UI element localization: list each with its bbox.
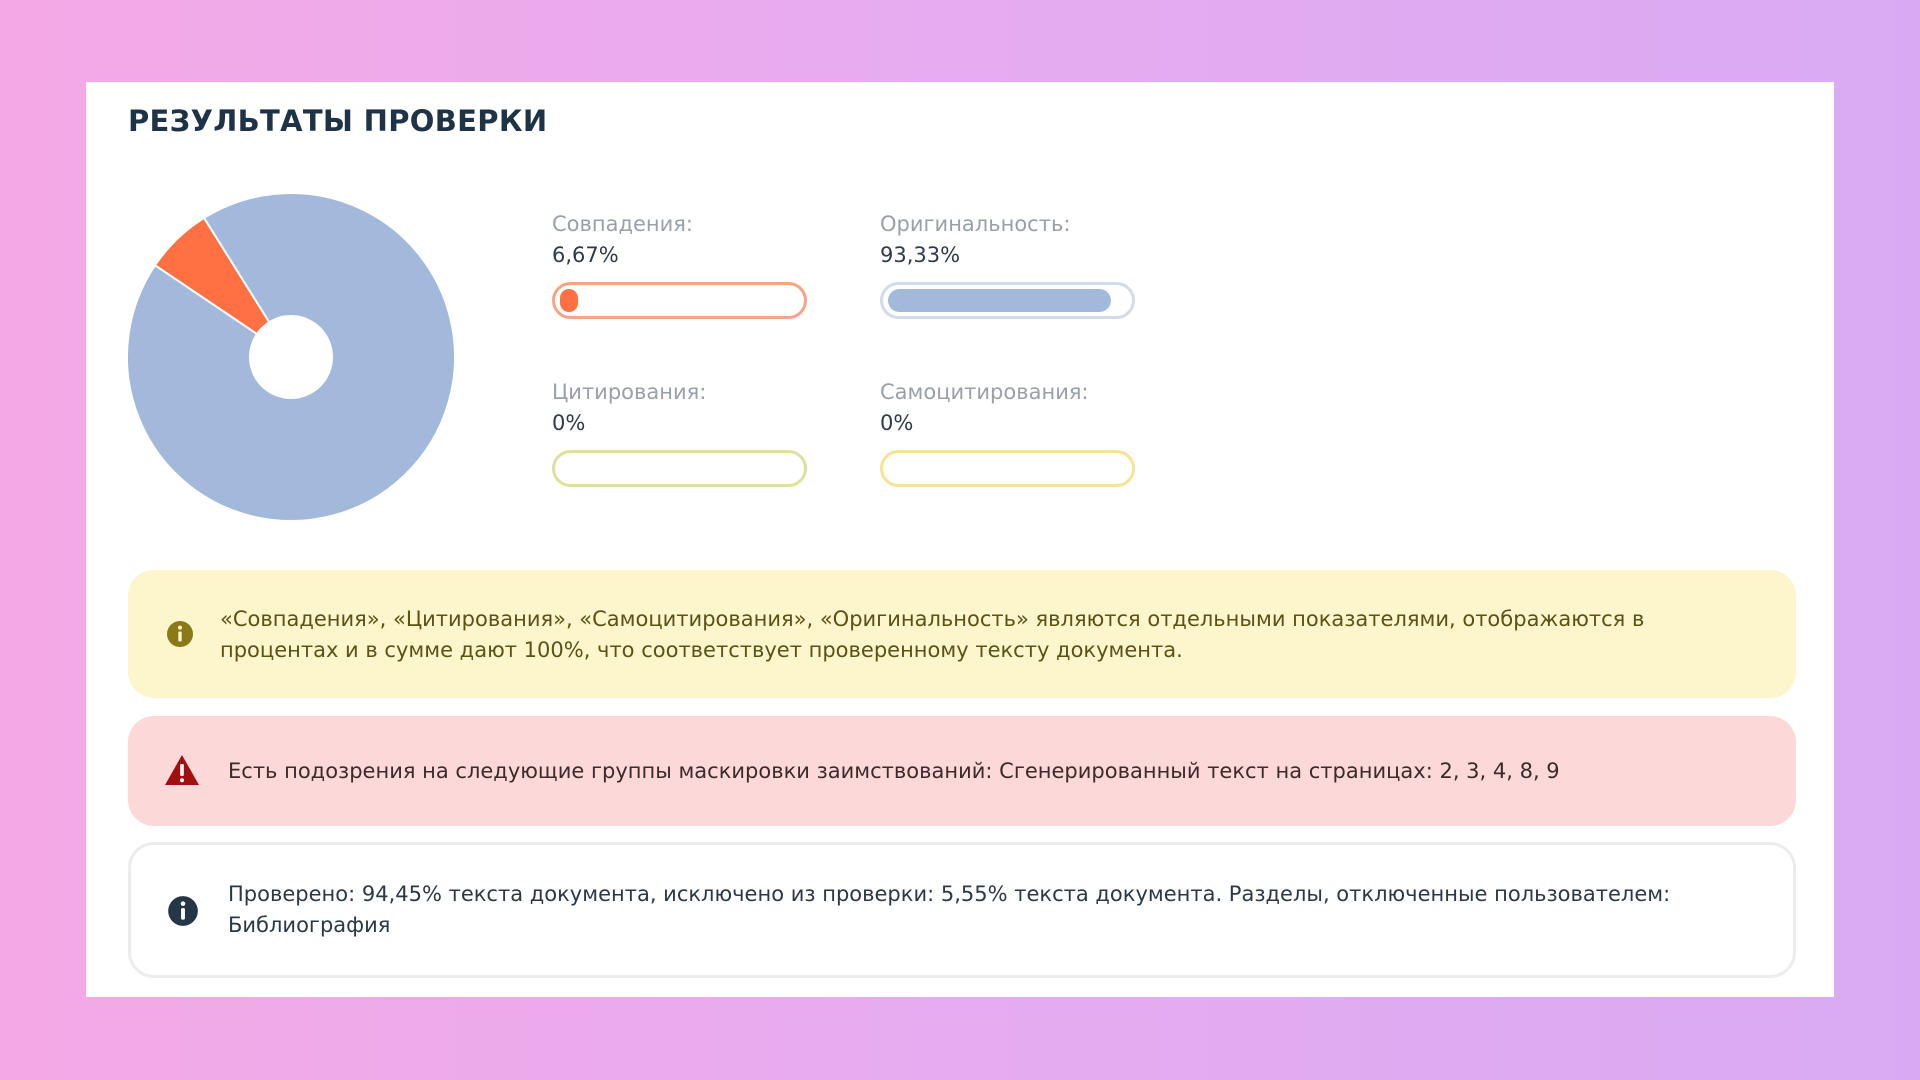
originality-progress-fill	[888, 289, 1112, 312]
metric-originality: Оригинальность: 93,33%	[880, 208, 1135, 319]
results-card: РЕЗУЛЬТАТЫ ПРОВЕРКИ Совпадения: 6,67% Ор…	[86, 82, 1834, 997]
donut-hole	[249, 315, 333, 399]
citations-progress-bar	[552, 450, 807, 487]
self-citations-progress-bar	[880, 450, 1135, 487]
info-alert-text: «Совпадения», «Цитирования», «Самоцитиро…	[220, 607, 1645, 662]
checked-info-alert: Проверено: 94,45% текста документа, искл…	[128, 842, 1796, 978]
metric-self-citations: Самоцитирования: 0%	[880, 376, 1135, 487]
metric-originality-label: Оригинальность:	[880, 212, 1071, 236]
checked-info-text: Проверено: 94,45% текста документа, искл…	[228, 882, 1671, 937]
info-icon	[167, 621, 193, 647]
info-icon	[168, 896, 198, 926]
warning-alert-text: Есть подозрения на следующие группы маск…	[228, 759, 1560, 783]
info-alert: «Совпадения», «Цитирования», «Самоцитиро…	[128, 570, 1796, 698]
matches-progress-bar	[552, 282, 807, 319]
warning-alert: Есть подозрения на следующие группы маск…	[128, 716, 1796, 826]
metric-citations-label: Цитирования:	[552, 380, 707, 404]
matches-progress-fill	[560, 289, 578, 312]
metric-matches: Совпадения: 6,67%	[552, 208, 807, 319]
metric-self-citations-label: Самоцитирования:	[880, 380, 1089, 404]
metric-originality-value: 93,33%	[880, 243, 961, 267]
metric-citations: Цитирования: 0%	[552, 376, 807, 487]
metric-matches-label: Совпадения:	[552, 212, 694, 236]
metric-matches-value: 6,67%	[552, 243, 619, 267]
warning-icon	[165, 755, 199, 785]
originality-progress-bar	[880, 282, 1135, 319]
metric-citations-value: 0%	[552, 411, 586, 435]
page-title: РЕЗУЛЬТАТЫ ПРОВЕРКИ	[128, 104, 548, 138]
results-donut-chart	[126, 192, 456, 522]
metric-self-citations-value: 0%	[880, 411, 914, 435]
